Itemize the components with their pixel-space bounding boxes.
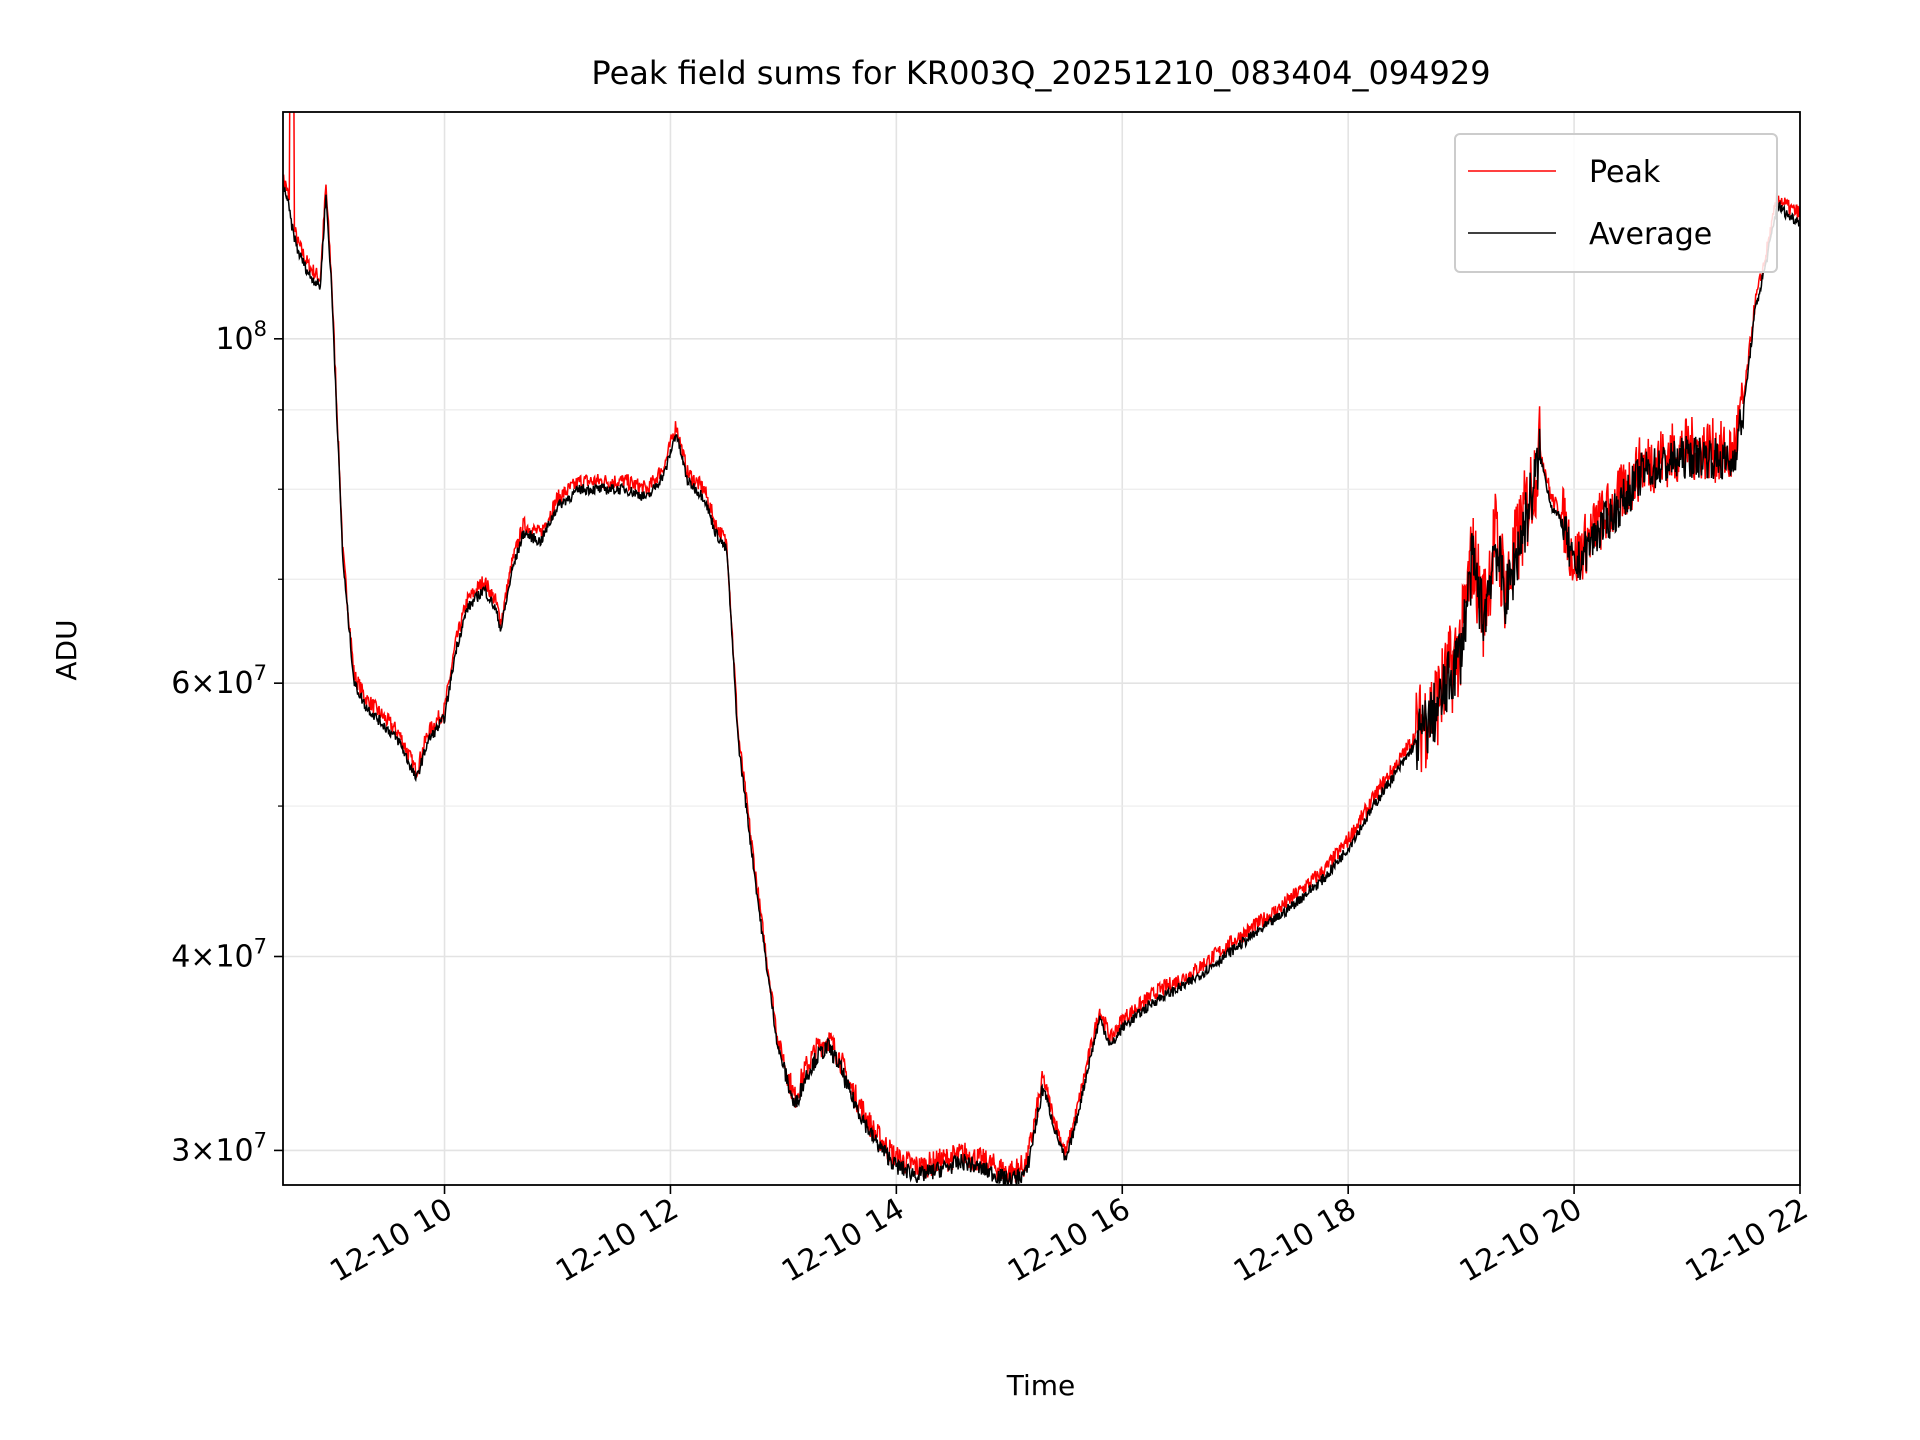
y-tick-label: 6×107 — [171, 661, 267, 701]
series-lines — [283, 112, 1800, 1185]
plot-frame — [282, 111, 1801, 1186]
y-axis-label: ADU — [50, 619, 83, 680]
y-tick-label: 3×107 — [171, 1128, 267, 1168]
legend: Peak Average — [1454, 133, 1778, 273]
grid — [283, 112, 1801, 1185]
y-tick-label: 4×107 — [171, 934, 267, 974]
series-line-average — [283, 184, 1800, 1185]
plot-area — [283, 112, 1800, 1185]
series-line-peak — [283, 112, 1800, 1183]
y-tick-label: 108 — [215, 317, 267, 357]
legend-peak-label: Peak — [1589, 155, 1661, 190]
y-axis-ticks: 108 6×107 4×107 3×107 — [171, 317, 283, 1168]
legend-box — [1454, 133, 1778, 273]
x-axis-label: Time — [1006, 1369, 1076, 1402]
chart-title: Peak field sums for KR003Q_20251210_0834… — [591, 54, 1490, 92]
legend-average-label: Average — [1589, 217, 1712, 252]
